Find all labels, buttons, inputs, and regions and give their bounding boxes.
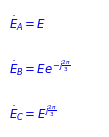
Text: $\dot{E}_B = Ee^{-j\frac{2\pi}{3}}$: $\dot{E}_B = Ee^{-j\frac{2\pi}{3}}$ <box>9 59 70 78</box>
Text: $\dot{E}_C = E^{j\frac{2\pi}{3}}$: $\dot{E}_C = E^{j\frac{2\pi}{3}}$ <box>9 104 57 123</box>
Text: $\dot{E}_A = E$: $\dot{E}_A = E$ <box>9 14 46 33</box>
